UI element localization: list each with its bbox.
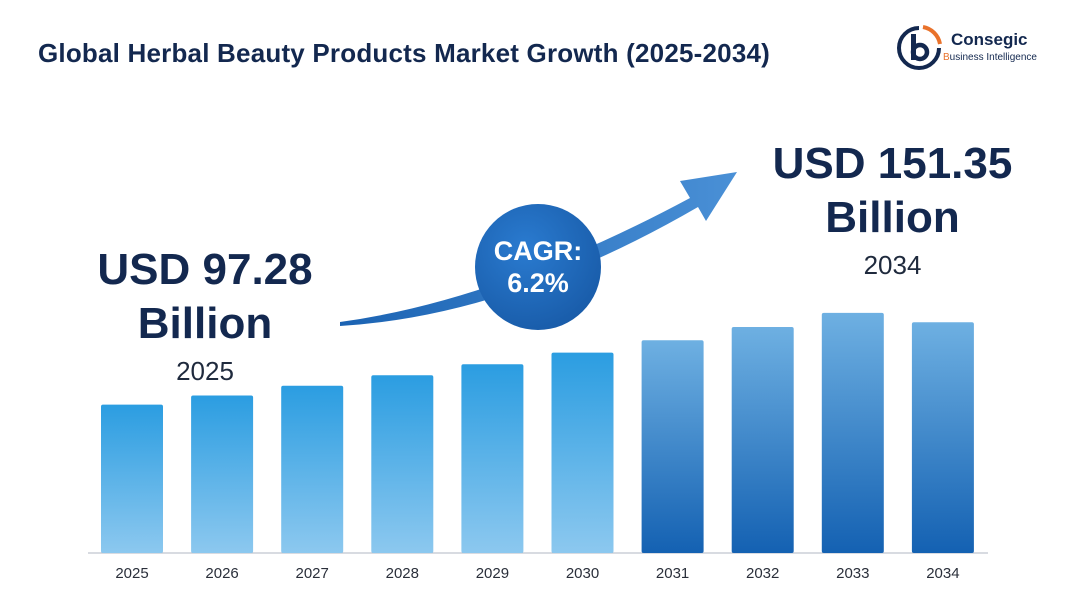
logo-subtitle-rest: usiness Intelligence — [949, 52, 1037, 63]
consegic-b-icon — [897, 25, 942, 70]
bar-2027 — [281, 385, 344, 553]
x-tick-label-2025: 2025 — [115, 565, 148, 582]
x-tick-label-2031: 2031 — [656, 565, 689, 582]
end-year: 2034 — [863, 250, 922, 281]
x-tick-label-2030: 2030 — [566, 565, 599, 582]
company-logo: Consegic Business Intelligence — [893, 22, 1063, 74]
bar-2026 — [191, 395, 254, 553]
logo-subtitle: Business Intelligence — [943, 52, 1037, 63]
x-tick-label-2029: 2029 — [476, 565, 509, 582]
bar-2034 — [911, 322, 974, 553]
end-unit: Billion — [825, 192, 960, 242]
x-tick-label-2026: 2026 — [205, 565, 238, 582]
logo-subtitle-initial: B — [943, 52, 950, 63]
growth-arrow — [340, 172, 737, 326]
end-value: USD 151.35 — [772, 139, 1013, 188]
start-year: 2025 — [176, 356, 234, 387]
logo-name: Consegic — [951, 30, 1028, 49]
bar-2025 — [101, 404, 163, 553]
start-unit: Billion — [137, 298, 273, 348]
start-value-callout: USD 97.28 Billion 2025 — [80, 243, 330, 388]
end-value-callout: USD 151.35 Billion 2034 — [755, 137, 1030, 282]
page-title: Global Herbal Beauty Products Market Gro… — [38, 38, 770, 68]
bar-2032 — [731, 327, 794, 553]
x-tick-label-2027: 2027 — [296, 565, 329, 582]
cagr-value: 6.2% — [507, 268, 569, 298]
x-tick-label-2034: 2034 — [926, 565, 959, 582]
x-tick-label-2032: 2032 — [746, 565, 779, 582]
start-value: USD 97.28 — [97, 245, 313, 294]
bar-2030 — [551, 352, 614, 553]
bar-2033 — [821, 312, 884, 553]
bar-2029 — [461, 364, 524, 553]
cagr-label: CAGR: — [493, 235, 583, 266]
x-tick-label-2028: 2028 — [386, 565, 419, 582]
bar-2031 — [641, 340, 704, 553]
x-tick-label-2033: 2033 — [836, 565, 869, 582]
bar-2028 — [371, 375, 434, 553]
cagr-badge: CAGR: 6.2% — [475, 204, 601, 330]
